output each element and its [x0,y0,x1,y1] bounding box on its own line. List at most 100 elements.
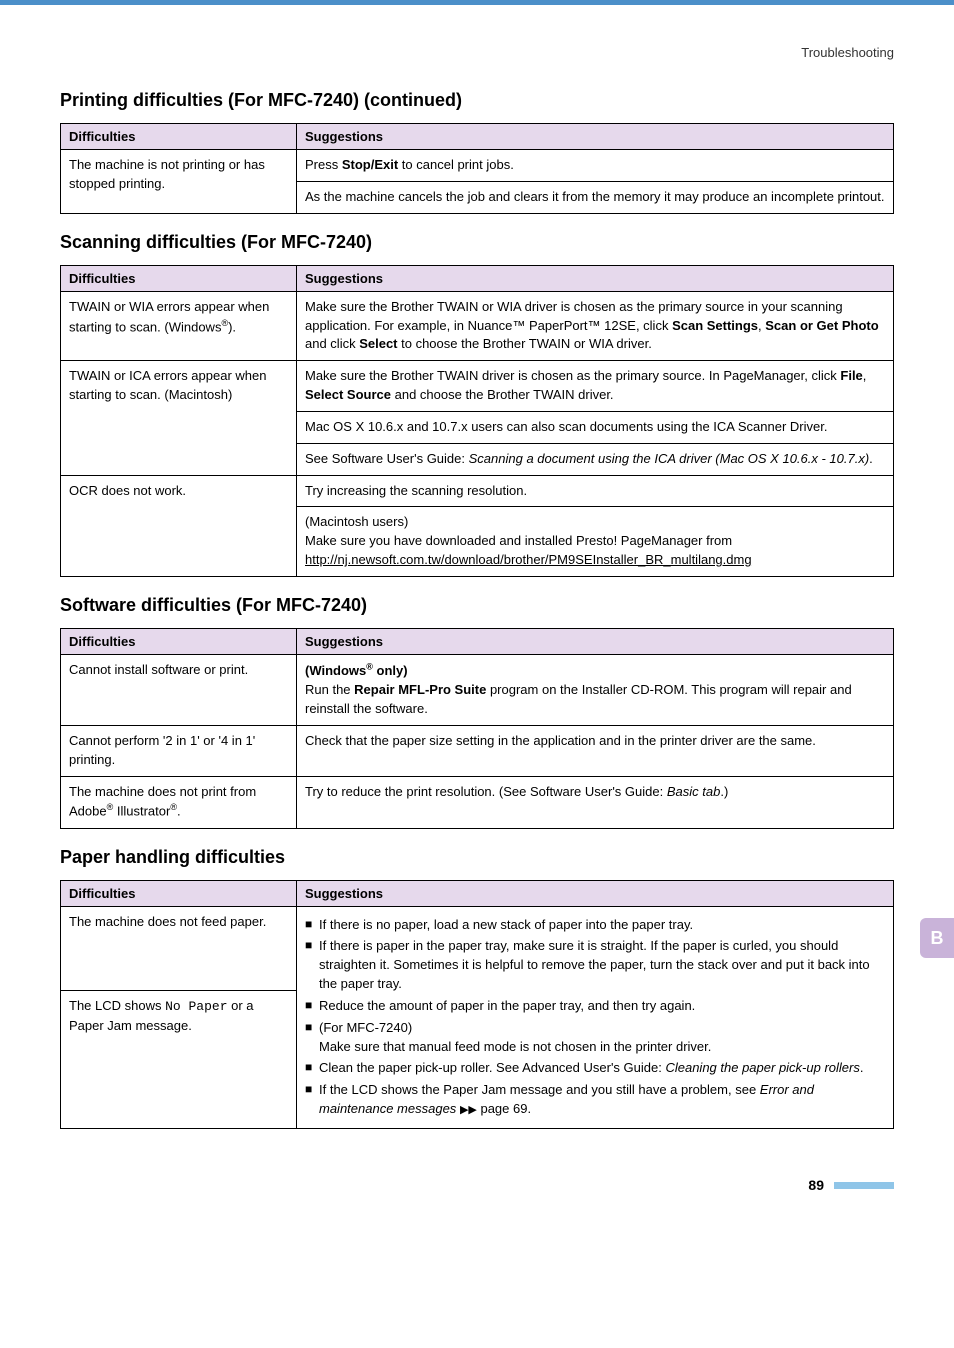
text: If there is paper in the paper tray, mak… [319,937,885,994]
text-bold: Stop/Exit [342,157,398,172]
section-title-printing: Printing difficulties (For MFC-7240) (co… [60,90,894,111]
footer-accent-bar [834,1182,894,1189]
text: to choose the Brother TWAIN or WIA drive… [398,336,652,351]
cell-suggestion: As the machine cancels the job and clear… [297,181,894,213]
text-italic: Cleaning the paper pick-up rollers [665,1060,859,1075]
table-header-row: Difficulties Suggestions [61,124,894,150]
col-header-suggestions: Suggestions [297,880,894,906]
table-row: TWAIN or ICA errors appear when starting… [61,361,894,412]
table-row: The machine does not print from Adobe® I… [61,776,894,828]
cell-suggestion: Press Stop/Exit to cancel print jobs. [297,150,894,182]
software-table: Difficulties Suggestions Cannot install … [60,628,894,829]
text: .) [720,784,728,799]
page-number: 89 [808,1177,824,1193]
text-italic: Scanning a document using the ICA driver… [469,451,870,466]
cell-difficulty: The machine is not printing or has stopp… [61,150,297,214]
bullet-icon: ■ [305,937,319,954]
paper-table: Difficulties Suggestions The machine doe… [60,880,894,1130]
text: (For MFC-7240) Make sure that manual feed… [319,1019,885,1057]
text: Try to reduce the print resolution. (See… [305,784,667,799]
bullet-item: ■Clean the paper pick-up roller. See Adv… [305,1059,885,1078]
col-header-difficulties: Difficulties [61,124,297,150]
page-content: Troubleshooting Printing difficulties (F… [0,5,954,1157]
table-row: The machine is not printing or has stopp… [61,150,894,182]
text: Press [305,157,342,172]
bullet-item: ■If there is paper in the paper tray, ma… [305,937,885,994]
col-header-difficulties: Difficulties [61,265,297,291]
text: . [860,1060,864,1075]
cell-difficulty: TWAIN or ICA errors appear when starting… [61,361,297,475]
bullet-icon: ■ [305,1081,319,1098]
text-bold: (Windows® only) [305,663,408,678]
bullet-icon: ■ [305,1059,319,1076]
scanning-table: Difficulties Suggestions TWAIN or WIA er… [60,265,894,577]
text: Reduce the amount of paper in the paper … [319,997,885,1016]
cell-difficulty: Cannot install software or print. [61,654,297,725]
text-bold: Select [359,336,397,351]
text-bold: Select Source [305,387,391,402]
text: The LCD shows [69,998,165,1013]
text: Make sure the Brother TWAIN driver is ch… [305,368,840,383]
text: . [869,451,873,466]
cell-suggestion: (Windows® only) Run the Repair MFL-Pro S… [297,654,894,725]
bullet-item: ■If there is no paper, load a new stack … [305,916,885,935]
download-link[interactable]: http://nj.newsoft.com.tw/download/brothe… [305,552,752,567]
bullet-item: ■If the LCD shows the Paper Jam message … [305,1081,885,1119]
text-bold: Scan or Get Photo [765,318,878,333]
text: If there is no paper, load a new stack o… [319,916,885,935]
text-mono: No Paper [165,999,227,1014]
cell-difficulty: The machine does not print from Adobe® I… [61,776,297,828]
printing-table: Difficulties Suggestions The machine is … [60,123,894,214]
text: Make sure that manual feed mode is not c… [319,1039,711,1054]
side-tab[interactable]: B [920,918,954,958]
text: . [177,804,181,819]
text: to cancel print jobs. [398,157,514,172]
arrows-icon: ▶▶ [460,1104,477,1116]
text: Clean the paper pick-up roller. See Adva… [319,1059,885,1078]
cell-suggestion: Check that the paper size setting in the… [297,725,894,776]
text-bold: File [840,368,862,383]
text: (For MFC-7240) [319,1020,412,1035]
col-header-difficulties: Difficulties [61,880,297,906]
bullet-icon: ■ [305,916,319,933]
text-italic: Basic tab [667,784,720,799]
text: Illustrator [113,804,170,819]
section-title-scanning: Scanning difficulties (For MFC-7240) [60,232,894,253]
table-row: Cannot install software or print. (Windo… [61,654,894,725]
text: See Software User's Guide: [305,451,469,466]
cell-suggestion: (Macintosh users) Make sure you have dow… [297,507,894,577]
cell-suggestion: Try to reduce the print resolution. (See… [297,776,894,828]
cell-difficulty: OCR does not work. [61,475,297,576]
table-header-row: Difficulties Suggestions [61,628,894,654]
text: Run the [305,682,354,697]
table-row: TWAIN or WIA errors appear when starting… [61,291,894,361]
section-title-software: Software difficulties (For MFC-7240) [60,595,894,616]
bullet-icon: ■ [305,1019,319,1036]
text: ). [228,319,236,334]
page-footer: 89 [0,1157,954,1223]
bullet-icon: ■ [305,997,319,1014]
text: (Windows [305,663,366,678]
breadcrumb: Troubleshooting [60,45,894,60]
table-header-row: Difficulties Suggestions [61,880,894,906]
text: If the LCD shows the Paper Jam message a… [319,1081,885,1119]
cell-suggestion: See Software User's Guide: Scanning a do… [297,443,894,475]
col-header-difficulties: Difficulties [61,628,297,654]
registered-mark: ® [366,662,373,672]
cell-difficulty: The LCD shows No Paper or a Paper Jam me… [61,991,297,1129]
text: only) [373,663,408,678]
side-tab-letter: B [931,928,944,949]
text: Clean the paper pick-up roller. See Adva… [319,1060,665,1075]
bullet-item: ■Reduce the amount of paper in the paper… [305,997,885,1016]
text: TWAIN or WIA errors appear when starting… [69,299,269,334]
text: If the LCD shows the Paper Jam message a… [319,1082,760,1097]
cell-difficulty: Cannot perform '2 in 1' or '4 in 1' prin… [61,725,297,776]
text: and choose the Brother TWAIN driver. [391,387,614,402]
table-header-row: Difficulties Suggestions [61,265,894,291]
text: (Macintosh users) [305,514,408,529]
text: page 69. [477,1101,531,1116]
text: and click [305,336,359,351]
text: , [863,368,867,383]
cell-difficulty: The machine does not feed paper. [61,906,297,991]
cell-suggestion: Make sure the Brother TWAIN driver is ch… [297,361,894,412]
